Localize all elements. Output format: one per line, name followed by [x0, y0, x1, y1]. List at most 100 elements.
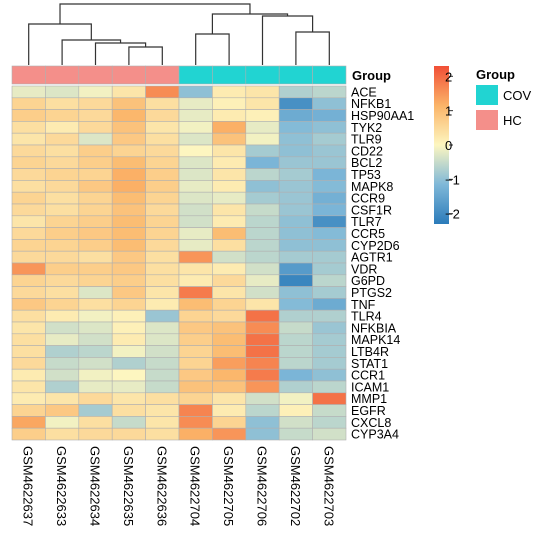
heatmap-cell: [178, 85, 213, 99]
heatmap-cell: [111, 121, 146, 134]
heatmap-cell: [245, 168, 280, 181]
heatmap-cell: [278, 404, 313, 417]
heatmap-cell: [11, 121, 46, 134]
heatmap-cell: [45, 427, 80, 441]
heatmap-cell: [78, 191, 113, 205]
heatmap-cell: [312, 380, 347, 394]
heatmap-cell: [178, 404, 213, 417]
heatmap-cell: [245, 404, 280, 417]
heatmap-cell: [111, 168, 146, 181]
heatmap-cell: [278, 168, 313, 181]
colorbar-tick-label: −1: [445, 172, 460, 187]
heatmap-cell: [278, 215, 313, 228]
heatmap-cell: [312, 168, 347, 181]
heatmap-cell: [278, 203, 313, 217]
heatmap-cell: [145, 144, 180, 158]
heatmap-cell: [245, 345, 280, 358]
heatmap-cell: [78, 357, 113, 370]
heatmap-cell: [45, 121, 80, 134]
heatmap-cell: [278, 380, 313, 394]
group-cell: [145, 65, 180, 85]
heatmap-cell: [45, 321, 80, 335]
heatmap-cell: [111, 321, 146, 335]
heatmap-cell: [111, 274, 146, 287]
heatmap-cell: [78, 427, 113, 441]
heatmap-cell: [78, 368, 113, 382]
heatmap-cell: [178, 309, 213, 323]
row-label: TLR9: [351, 133, 382, 147]
legend-swatch-cov: [476, 85, 498, 105]
heatmap-cell: [212, 404, 247, 417]
heatmap-cell: [212, 427, 247, 441]
heatmap-cell: [245, 97, 280, 110]
colorbar-ticks: 2 1 0 −1 −2: [445, 69, 460, 221]
heatmap-cell: [178, 286, 213, 299]
heatmap-cell: [78, 345, 113, 358]
heatmap-cell: [312, 309, 347, 323]
heatmap-cell: [78, 121, 113, 134]
heatmap-cell: [145, 345, 180, 358]
heatmap-cell: [278, 227, 313, 240]
heatmap-cell: [312, 333, 347, 346]
heatmap-cell: [278, 262, 313, 276]
heatmap-cell: [145, 227, 180, 240]
heatmap-cell: [278, 109, 313, 122]
heatmap-cell: [145, 416, 180, 429]
heatmap-cell: [78, 321, 113, 335]
heatmap-cell: [212, 239, 247, 252]
heatmap-cell: [278, 345, 313, 358]
heatmap-cell: [45, 274, 80, 287]
heatmap-cell: [111, 144, 146, 158]
heatmap-cell: [11, 168, 46, 181]
heatmap-cell: [45, 168, 80, 181]
group-cell: [178, 65, 213, 85]
heatmap-cell: [212, 203, 247, 217]
heatmap-cell: [78, 156, 113, 169]
heatmap-cell: [11, 427, 46, 441]
heatmap-cell: [312, 97, 347, 110]
heatmap-cell: [11, 85, 46, 99]
heatmap-cell: [145, 333, 180, 346]
heatmap-cell: [111, 191, 146, 205]
heatmap-cell: [245, 191, 280, 205]
heatmap-cell: [212, 286, 247, 299]
heatmap-cell: [212, 85, 247, 99]
heatmap-cell: [212, 180, 247, 193]
heatmap-cell: [78, 239, 113, 252]
heatmap-cell: [78, 168, 113, 181]
heatmap-cell: [245, 109, 280, 122]
heatmap-cell: [145, 250, 180, 264]
row-label: CYP2D6: [351, 239, 400, 253]
heatmap-cell: [111, 180, 146, 193]
heatmap-cell: [11, 416, 46, 429]
group-legend: Group COV HC: [476, 67, 532, 130]
heatmap-cell: [45, 286, 80, 299]
heatmap-cell: [278, 309, 313, 323]
heatmap-cell: [111, 109, 146, 122]
heatmap-cell: [245, 368, 280, 382]
heatmap-cell: [11, 132, 46, 146]
group-legend-title: Group: [476, 67, 515, 82]
heatmap-cell: [278, 144, 313, 158]
heatmap-cell: [45, 309, 80, 323]
heatmap-cell: [45, 191, 80, 205]
heatmap-cell: [212, 357, 247, 370]
heatmap-cell: [312, 203, 347, 217]
heatmap-cell: [245, 416, 280, 429]
heatmap-cell: [178, 298, 213, 311]
heatmap-cell: [312, 85, 347, 99]
column-label: GSM4622703: [321, 446, 336, 526]
heatmap-cell: [245, 298, 280, 311]
heatmap-cell: [245, 227, 280, 240]
heatmap-cell: [312, 404, 347, 417]
heatmap-cell: [178, 380, 213, 394]
heatmap-cell: [111, 239, 146, 252]
heatmap-cell: [212, 380, 247, 394]
heatmap-cell: [278, 97, 313, 110]
heatmap-cell: [212, 227, 247, 240]
heatmap-cell: [111, 357, 146, 370]
heatmap-cell: [11, 250, 46, 264]
heatmap-cell: [111, 368, 146, 382]
heatmap-cell: [45, 97, 80, 110]
heatmap-cell: [278, 85, 313, 99]
